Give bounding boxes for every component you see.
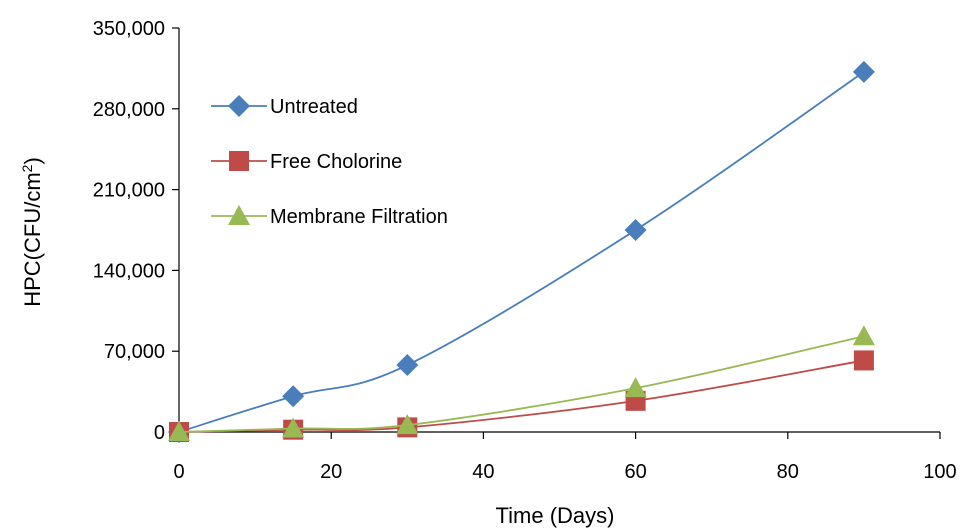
axes: 0 20 40 60 80 100 0 70,000 140,000 210,000 280,000… [93,18,957,483]
legend-label: Free Cholorine [270,151,402,173]
data-point-diamond [624,219,647,241]
y-axis-title: HPC(CFU/cm2) [19,157,45,307]
y-tick-label: 280,000 [93,99,165,121]
data-point-triangle [852,325,875,346]
series-line [178,359,865,433]
series-line [178,71,865,433]
y-tick-label: 140,000 [93,260,165,282]
series-layer [168,60,875,443]
x-axis-title: Time (Days) [496,503,615,528]
series-triangle [168,325,875,441]
x-tick-label: 0 [173,461,184,483]
data-point-diamond [396,354,419,377]
y-tick-label: 350,000 [93,18,165,40]
data-point-diamond [852,60,875,83]
legend-label: Untreated [270,96,358,118]
series-diamond [168,60,875,443]
y-tick-label: 0 [154,422,165,444]
data-point-triangle [624,377,647,398]
legend-marker-square [229,151,249,171]
y-tick-label: 70,000 [104,341,165,363]
x-tick-label: 20 [320,461,342,483]
data-point-diamond [282,385,305,408]
legend-label: Membrane Filtration [270,206,448,228]
legend-marker-triangle [228,205,250,225]
x-tick-label: 100 [923,461,956,483]
data-point-triangle [282,417,305,438]
x-tick-label: 60 [624,461,646,483]
legend-item: Free Cholorine [211,151,402,173]
legend-marker-diamond [228,95,250,117]
data-point-triangle [396,414,419,435]
legend-item: Membrane Filtration [211,205,448,228]
legend-item: Untreated [211,95,358,118]
legend: Untreated Free Cholorine Membrane Filtrati… [211,95,448,228]
x-tick-label: 40 [472,461,494,483]
series-line [178,335,865,433]
y-tick-label: 210,000 [93,180,165,202]
data-point-triangle [168,421,190,441]
x-tick-label: 80 [777,461,799,483]
data-point-square [853,350,874,371]
